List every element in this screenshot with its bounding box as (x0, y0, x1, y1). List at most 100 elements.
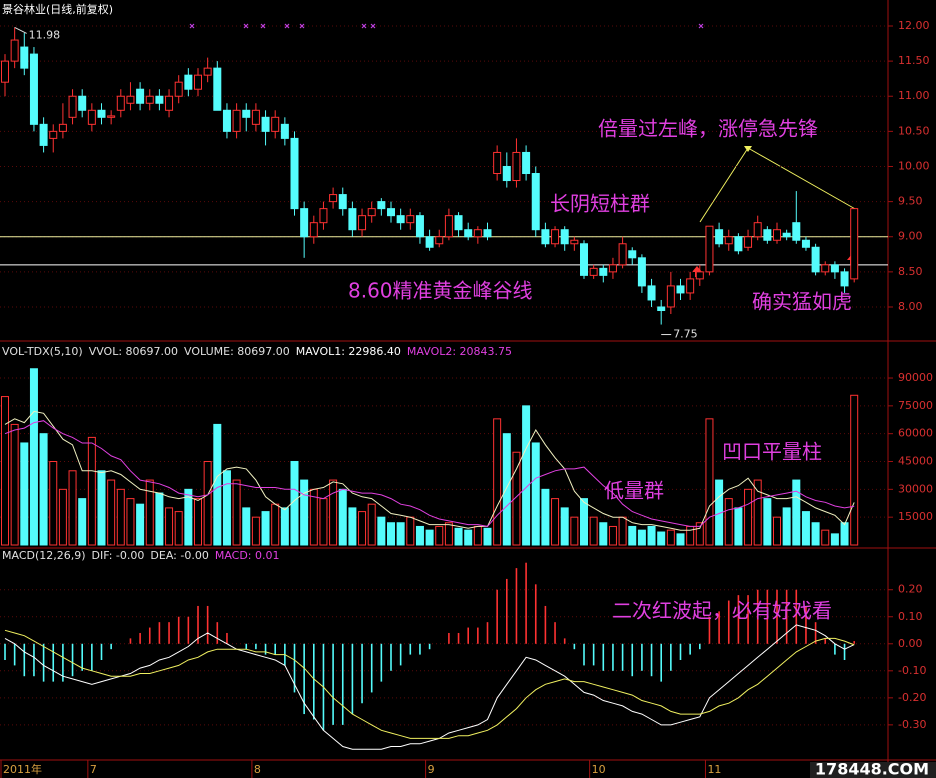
candle-body (338, 194, 347, 210)
y-tick-label: 0.20 (898, 583, 923, 596)
candle-body (637, 257, 646, 287)
volume-bar (222, 470, 231, 546)
volume-bar (541, 488, 550, 546)
indicator-line (4, 629, 855, 739)
candle-body (686, 278, 695, 294)
candle-body (551, 229, 560, 245)
candle-body (734, 236, 743, 252)
volume-bar (184, 488, 193, 546)
volume-bar (628, 525, 637, 546)
volume-bar (145, 479, 154, 546)
candle-body (68, 95, 77, 118)
candle-body (348, 208, 357, 231)
y-tick-label: 12.00 (898, 19, 930, 32)
volume-bar (483, 527, 492, 546)
candle-body (58, 123, 67, 132)
volume-bar (97, 470, 106, 546)
candle-body (1, 60, 9, 83)
candle-body (444, 215, 453, 238)
y-tick-label: 11.00 (898, 89, 930, 102)
candle-body (821, 264, 830, 273)
volume-bar (415, 525, 424, 546)
y-tick-label: 9.50 (898, 195, 923, 208)
volume-bar (29, 368, 38, 546)
header-item: MAVOL2: 20843.75 (407, 345, 512, 358)
candle-body (435, 236, 444, 245)
candle-body (628, 250, 637, 259)
volume-bar (551, 498, 560, 546)
volume-bar (512, 451, 521, 546)
x-tick-label: 8 (254, 763, 261, 776)
min-label: 7.75 (673, 328, 698, 341)
candle-body (415, 215, 424, 238)
candle-body (744, 236, 753, 248)
volume-bar (387, 522, 395, 546)
y-tick-label: 0.10 (898, 610, 923, 623)
volume-bar (763, 498, 772, 546)
candle-body (232, 109, 241, 132)
header-item: VOL-TDX(5,10) (2, 345, 83, 358)
volume-bar (319, 498, 328, 546)
candle-body (840, 271, 849, 287)
candle-body (116, 95, 125, 111)
candle-body (522, 151, 531, 175)
volume-bar (522, 405, 531, 546)
volume-bar (444, 522, 453, 546)
volume-bar (87, 436, 96, 546)
volume-bar (744, 488, 753, 546)
y-tick-label: 60000 (898, 427, 933, 440)
signal-marker (698, 23, 704, 29)
annotation: 二次红波起，必有好戏看 (612, 599, 832, 623)
candle-body (87, 109, 96, 125)
candle-body (618, 243, 627, 266)
volume-bar (580, 498, 588, 546)
volume-bar (676, 533, 685, 546)
volume-bar (174, 511, 183, 546)
x-tick-label: 11 (707, 763, 721, 776)
candle-body (782, 232, 791, 238)
indicator-line (4, 624, 855, 750)
candle-body (425, 236, 434, 248)
candle-body (29, 53, 38, 125)
volume-bar (435, 525, 444, 546)
header-item: MACD(12,26,9) (2, 549, 86, 562)
volume-bar (251, 516, 260, 546)
candle-body (290, 137, 299, 210)
candle-body (309, 222, 318, 238)
volume-bar (68, 470, 77, 546)
x-tick-label: 7 (90, 763, 97, 776)
candle-body (599, 267, 608, 276)
volume-bar (348, 507, 357, 546)
volume-bar (493, 418, 502, 546)
volume-bar (406, 516, 415, 546)
candle-body (801, 239, 810, 248)
annotation: 倍量过左峰，涨停急先锋 (598, 117, 818, 141)
candle-body (705, 225, 714, 273)
y-tick-label: 90000 (898, 371, 933, 384)
y-tick-label: 45000 (898, 455, 933, 468)
candle-body (136, 88, 145, 104)
candle-body (222, 109, 231, 132)
candle-body (580, 243, 588, 276)
candle-body (560, 229, 569, 245)
candle-body (367, 208, 376, 217)
volume-bar (608, 525, 617, 546)
annotation: 凹口平量柱 (722, 440, 822, 464)
y-tick-label: 10.50 (898, 124, 930, 137)
volume-bar (473, 525, 482, 546)
candle-body (396, 215, 405, 224)
volume-bar (358, 511, 367, 546)
volume-bar (271, 503, 280, 546)
volume-bar (280, 507, 289, 546)
y-tick-label: 10.00 (898, 159, 930, 172)
candle-body (792, 222, 801, 241)
signal-marker (361, 23, 367, 29)
volume-bar (454, 527, 463, 546)
arrow-head (744, 146, 752, 152)
volume-bar (464, 529, 473, 546)
candle-body (280, 123, 289, 139)
header-item: MAVOL1: 22986.40 (296, 345, 401, 358)
volume-bar (830, 533, 839, 546)
candle-body (107, 115, 116, 118)
